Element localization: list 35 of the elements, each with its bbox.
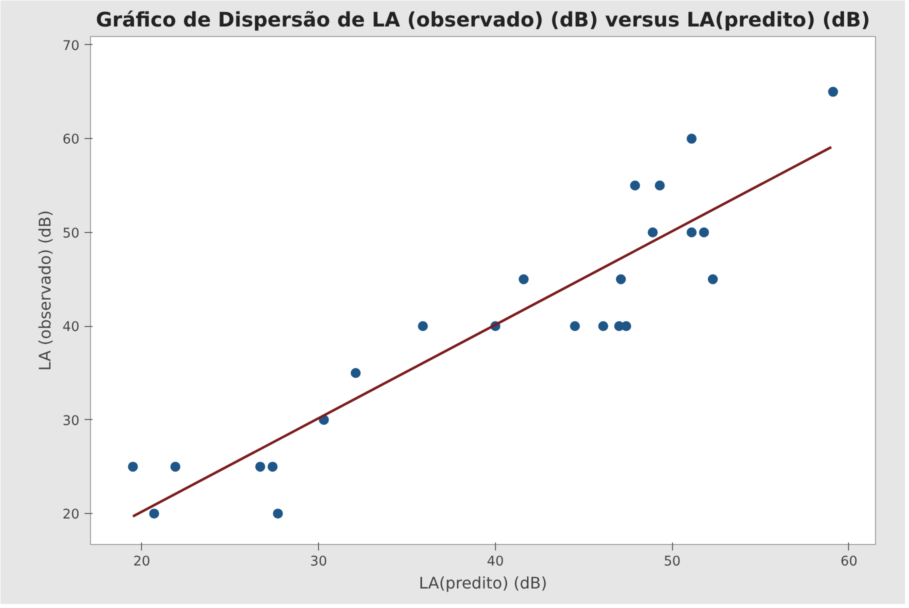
point xyxy=(128,462,138,472)
point xyxy=(255,462,266,472)
point xyxy=(616,274,626,284)
y-tick-label: 50 xyxy=(62,226,80,242)
point xyxy=(170,462,180,472)
point xyxy=(272,508,283,519)
x-tick-label: 50 xyxy=(664,554,681,570)
point xyxy=(686,134,697,144)
point xyxy=(654,180,665,191)
point xyxy=(418,321,428,332)
x-tick-label: 60 xyxy=(840,554,858,570)
x-tick-label: 20 xyxy=(133,554,150,570)
point xyxy=(648,227,658,238)
y-tick-label: 20 xyxy=(62,508,80,523)
point xyxy=(699,227,709,238)
point xyxy=(630,180,640,191)
y-tick-label: 60 xyxy=(62,132,80,148)
x-axis-title: LA(predito) (dB) xyxy=(418,574,548,592)
y-tick-label: 30 xyxy=(62,414,80,429)
point xyxy=(686,227,697,238)
point xyxy=(708,274,718,284)
point xyxy=(149,508,160,519)
chart-title: Gráfico de Dispersão de LA (observado) (dB) versus LA(predito) (dB) xyxy=(96,8,870,32)
point xyxy=(621,321,632,332)
y-tick-label: 40 xyxy=(62,320,80,336)
y-tick-label: 70 xyxy=(62,38,80,54)
point xyxy=(350,368,361,378)
x-tick-label: 30 xyxy=(310,554,328,570)
x-tick-label: 40 xyxy=(486,554,504,570)
point xyxy=(570,321,580,332)
point xyxy=(518,274,529,284)
point xyxy=(268,462,278,472)
point xyxy=(828,86,838,97)
point xyxy=(598,321,608,332)
y-axis-title: LA (observado) (dB) xyxy=(36,210,55,371)
